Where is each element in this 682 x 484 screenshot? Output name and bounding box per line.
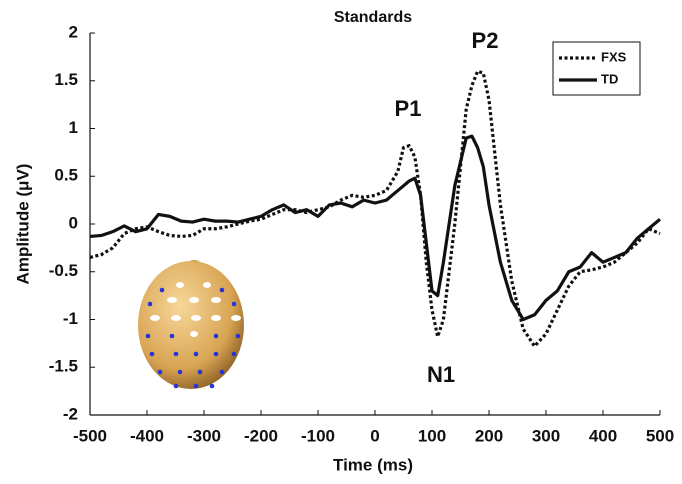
head-map: [138, 260, 244, 389]
x-tick-label: 300: [532, 426, 560, 445]
series-line: [89, 69, 661, 348]
y-tick-label: -0.5: [49, 261, 78, 280]
x-tick-label: -400: [130, 426, 164, 445]
x-tick-label: -200: [244, 426, 278, 445]
legend-label: TD: [601, 71, 618, 86]
y-tick-label: 1.5: [54, 70, 78, 89]
x-tick-label: 200: [475, 426, 503, 445]
y-tick-label: -1: [63, 309, 78, 328]
peak-annotation: P2: [472, 28, 499, 53]
peak-annotation: N1: [427, 362, 455, 387]
x-tick-label: 0: [370, 426, 379, 445]
y-tick-label: -2: [63, 404, 78, 423]
x-tick-label: 500: [646, 426, 674, 445]
x-tick-label: 100: [418, 426, 446, 445]
chart-title: Standards: [334, 9, 412, 26]
y-axis-label: Amplitude (μV): [13, 164, 32, 285]
y-tick-label: -1.5: [49, 357, 78, 376]
y-tick-label: 1: [69, 118, 78, 137]
x-tick-label: -300: [187, 426, 221, 445]
y-tick-label: 2: [69, 22, 78, 41]
x-tick-label: -100: [301, 426, 335, 445]
series-line: [89, 134, 662, 322]
peak-annotation: P1: [395, 96, 422, 121]
y-tick-label: 0.5: [54, 166, 78, 185]
x-tick-label: 400: [589, 426, 617, 445]
x-axis-label: Time (ms): [333, 455, 413, 474]
legend-box: [552, 41, 641, 96]
x-tick-label: -500: [73, 426, 107, 445]
y-tick-label: 0: [69, 213, 78, 232]
legend-label: FXS: [601, 49, 627, 64]
